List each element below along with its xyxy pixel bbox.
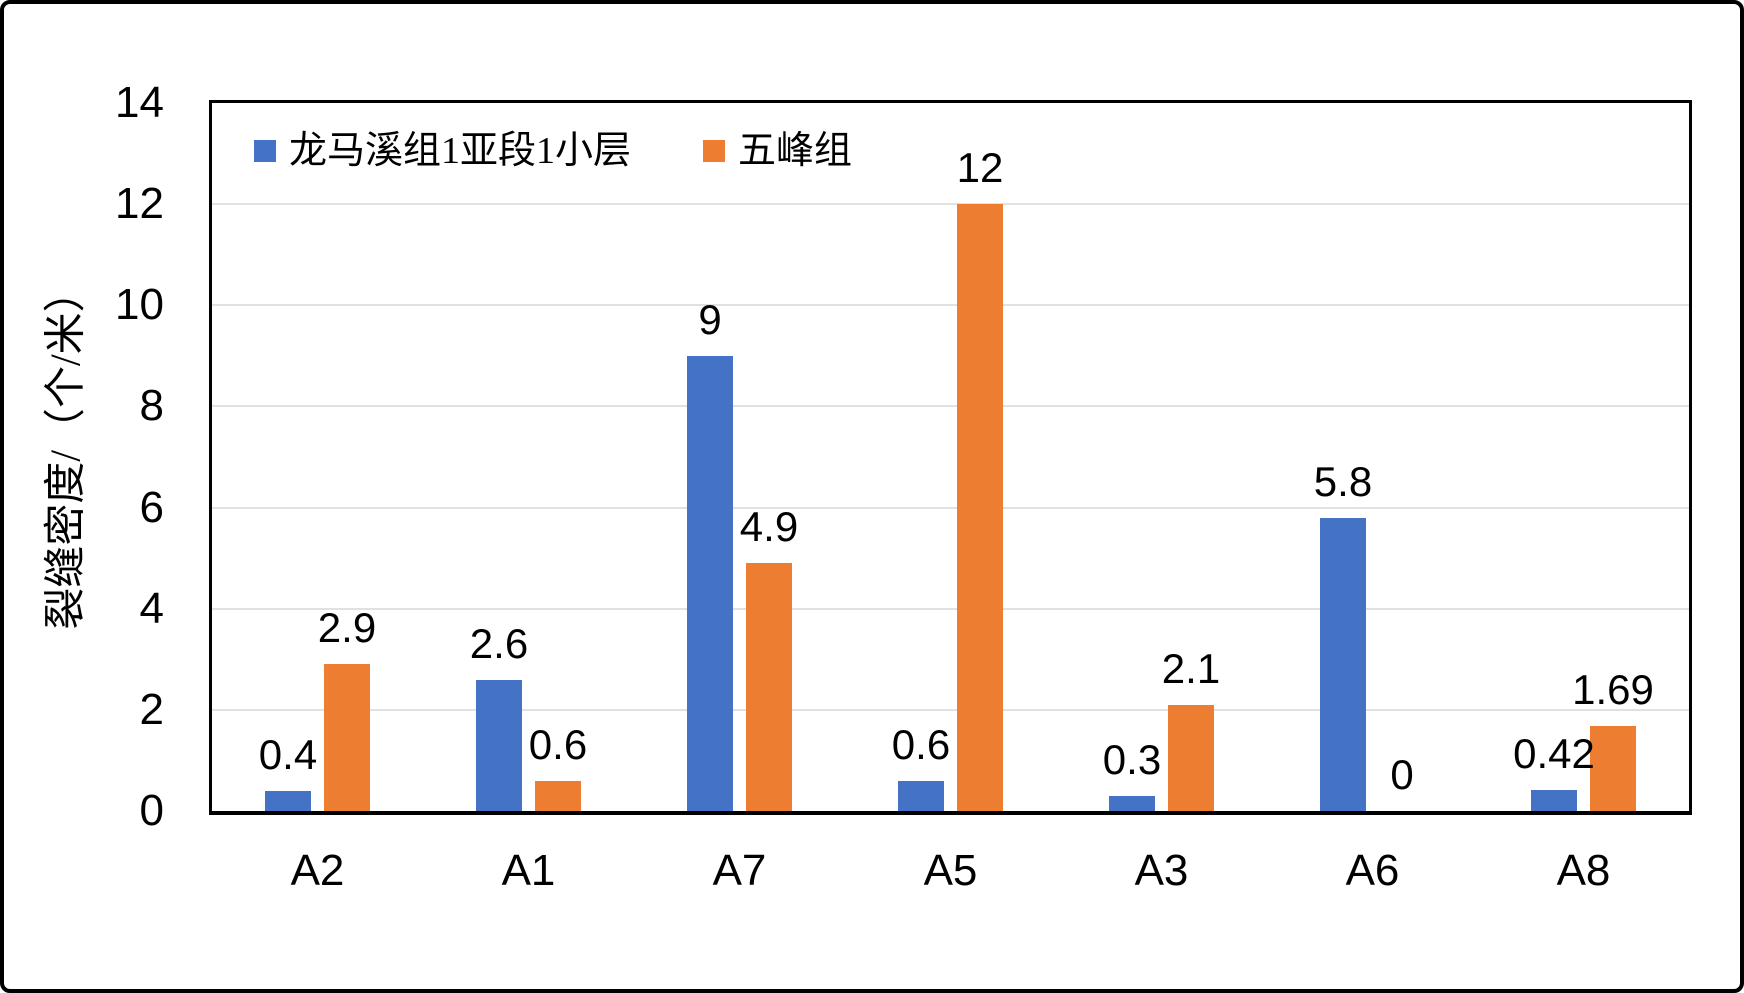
data-label-A3-series1: 0.3	[1102, 735, 1162, 783]
bar-A5-series2	[957, 204, 1003, 811]
bar-A2-series2	[324, 664, 370, 811]
data-label-A2-series1: 0.4	[258, 730, 318, 778]
y-tick-label: 10	[115, 280, 164, 330]
gridline	[212, 304, 1689, 307]
gridline	[212, 607, 1689, 610]
bar-A3-series1	[1109, 795, 1155, 811]
data-label-A8-series1: 0.42	[1513, 729, 1595, 777]
legend-label-series1: 龙马溪组1亚段1小层	[289, 130, 632, 172]
bar-A3-series2	[1168, 704, 1214, 811]
gridline	[212, 405, 1689, 408]
gridline	[212, 506, 1689, 509]
y-tick-label: 2	[139, 684, 164, 734]
bar-A8-series1	[1531, 789, 1577, 811]
bar-A5-series1	[898, 780, 944, 811]
y-tick-label: 0	[139, 786, 164, 835]
x-tick-label-A7: A7	[712, 846, 767, 895]
bar-A2-series1	[265, 790, 311, 811]
legend: 龙马溪组1亚段1小层 五峰组	[254, 129, 852, 173]
data-label-A5-series1: 0.6	[891, 720, 951, 768]
x-tick-label-A8: A8	[1556, 846, 1611, 895]
bar-A1-series2	[535, 780, 581, 811]
y-tick-label: 4	[139, 583, 164, 633]
data-label-A1-series2: 0.6	[528, 720, 588, 768]
x-tick-label-A5: A5	[923, 846, 978, 895]
legend-item-series2: 五峰组	[703, 129, 852, 173]
bar-A7-series1	[687, 355, 733, 811]
x-tick-label-A3: A3	[1134, 846, 1189, 895]
data-label-A7-series2: 4.9	[739, 503, 799, 551]
x-tick-label-A6: A6	[1345, 846, 1400, 895]
bar-A6-series1	[1320, 517, 1366, 811]
data-label-A6-series1: 5.8	[1313, 457, 1373, 505]
data-label-A6-series2: 0	[1390, 751, 1414, 798]
y-tick-label: 6	[139, 482, 164, 532]
bar-A1-series1	[476, 679, 522, 811]
bar-A8-series2	[1590, 725, 1636, 811]
gridline	[212, 708, 1689, 711]
legend-swatch-series2-icon	[703, 140, 726, 162]
gridline	[212, 203, 1689, 206]
x-tick-label-A1: A1	[501, 846, 556, 895]
y-tick-label: 14	[115, 78, 164, 127]
legend-item-series1: 龙马溪组1亚段1小层	[254, 129, 631, 173]
data-label-A2-series2: 2.9	[317, 604, 377, 652]
data-label-A7-series1: 9	[698, 295, 722, 343]
data-label-A8-series2: 1.69	[1572, 665, 1654, 713]
data-label-A3-series2: 2.1	[1161, 644, 1221, 692]
y-tick-label: 12	[115, 179, 164, 229]
data-label-A5-series2: 12	[956, 144, 1004, 192]
data-label-A1-series1: 2.6	[469, 619, 529, 667]
plot-area: 0.4 2.6 9 0.6 0.3 5.8 0.42 2.9 0.6 4.9 12 2.1 0 1.69 …	[209, 100, 1692, 815]
bar-A7-series2	[746, 563, 792, 811]
legend-label-series2: 五峰组	[738, 130, 853, 172]
y-tick-label: 8	[139, 381, 164, 431]
x-tick-label-A2: A2	[290, 846, 345, 895]
legend-swatch-series1-icon	[254, 140, 276, 162]
